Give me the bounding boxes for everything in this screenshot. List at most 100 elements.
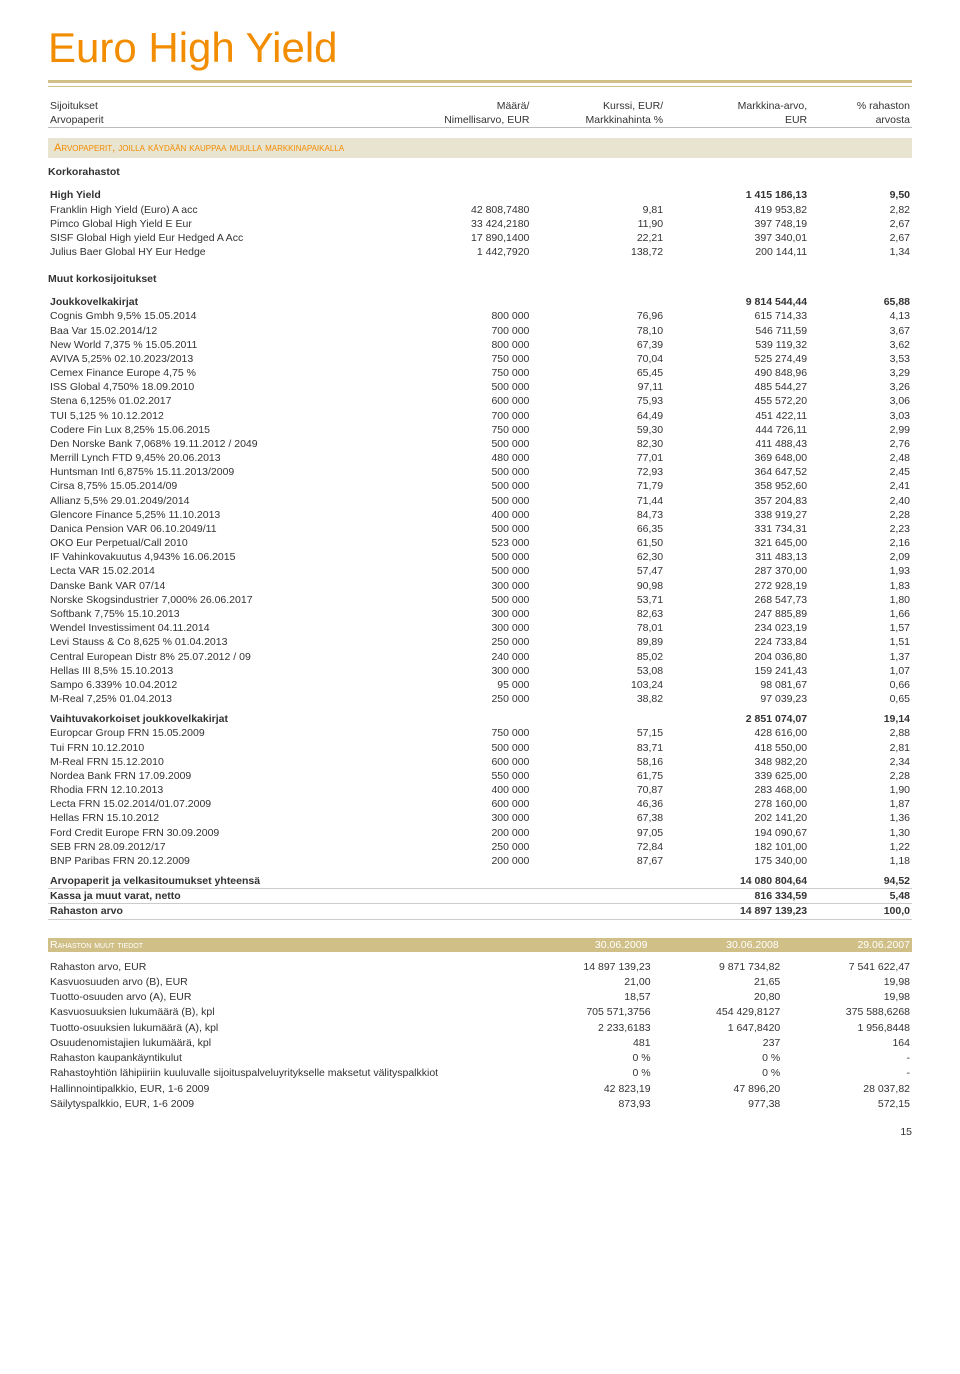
header-col4b: EUR	[665, 113, 809, 128]
row-name: Europcar Group FRN 15.05.2009	[48, 726, 398, 740]
info-row: Rahaston arvo, EUR14 897 139,239 871 734…	[48, 960, 912, 975]
row-name: Danica Pension VAR 06.10.2049/11	[48, 522, 398, 536]
data-table: Joukkovelkakirjat9 814 544,4465,88Cognis…	[48, 295, 912, 706]
row-amount: 42 808,7480	[398, 203, 532, 217]
row-pct: 2,09	[809, 550, 912, 564]
row-amount: 1 442,7920	[398, 245, 532, 259]
row-pct: 1,83	[809, 579, 912, 593]
table-row: Julius Baer Global HY Eur Hedge1 442,792…	[48, 245, 912, 259]
row-amount: 95 000	[398, 678, 532, 692]
info-v2: 20,80	[653, 990, 783, 1005]
row-name: Lecta FRN 15.02.2014/01.07.2009	[48, 797, 398, 811]
info-v3: 164	[782, 1036, 912, 1051]
row-amount: 750 000	[398, 352, 532, 366]
row-amount: 700 000	[398, 324, 532, 338]
group-pct: 65,88	[809, 295, 912, 309]
row-pct: 2,67	[809, 217, 912, 231]
row-price: 57,15	[531, 726, 665, 740]
row-amount: 300 000	[398, 664, 532, 678]
row-price: 76,96	[531, 309, 665, 323]
row-price: 72,84	[531, 840, 665, 854]
row-pct: 1,51	[809, 635, 912, 649]
row-amount: 300 000	[398, 607, 532, 621]
row-price: 78,10	[531, 324, 665, 338]
column-header: Sijoitukset Määrä/ Kurssi, EUR/ Markkina…	[48, 99, 912, 128]
row-name: Lecta VAR 15.02.2014	[48, 564, 398, 578]
info-v1: 14 897 139,23	[523, 960, 653, 975]
info-row: Osuudenomistajien lukumäärä, kpl48123716…	[48, 1036, 912, 1051]
row-name: Hellas FRN 15.10.2012	[48, 811, 398, 825]
header-col1a: Sijoitukset	[48, 99, 398, 113]
row-mv: 418 550,00	[665, 741, 809, 755]
row-amount: 500 000	[398, 522, 532, 536]
table-row: SISF Global High yield Eur Hedged A Acc1…	[48, 231, 912, 245]
table-row: IF Vahinkovakuutus 4,943% 16.06.2015500 …	[48, 550, 912, 564]
header-col5a: % rahaston	[809, 99, 912, 113]
row-mv: 411 488,43	[665, 437, 809, 451]
table-row: Hellas III 8,5% 15.10.2013300 00053,0815…	[48, 664, 912, 678]
row-pct: 0,66	[809, 678, 912, 692]
row-mv: 159 241,43	[665, 664, 809, 678]
table-row: Ford Credit Europe FRN 30.09.2009200 000…	[48, 826, 912, 840]
row-mv: 338 919,27	[665, 508, 809, 522]
row-amount: 33 424,2180	[398, 217, 532, 231]
row-name: TUI 5,125 % 10.12.2012	[48, 409, 398, 423]
row-name: Norske Skogsindustrier 7,000% 26.06.2017	[48, 593, 398, 607]
row-pct: 3,03	[809, 409, 912, 423]
info-header-d3: 29.06.2007	[781, 938, 912, 952]
total-pct: 5,48	[809, 889, 912, 904]
info-v3: 572,15	[782, 1097, 912, 1112]
info-row: Hallinnointipalkkio, EUR, 1-6 200942 823…	[48, 1082, 912, 1097]
row-pct: 1,36	[809, 811, 912, 825]
row-price: 61,50	[531, 536, 665, 550]
row-amount: 800 000	[398, 338, 532, 352]
row-mv: 278 160,00	[665, 797, 809, 811]
row-name: Nordea Bank FRN 17.09.2009	[48, 769, 398, 783]
info-row: Rahastoyhtiön lähipiiriin kuuluvalle sij…	[48, 1066, 912, 1081]
row-pct: 3,53	[809, 352, 912, 366]
row-amount: 523 000	[398, 536, 532, 550]
row-pct: 3,29	[809, 366, 912, 380]
row-mv: 339 625,00	[665, 769, 809, 783]
row-price: 77,01	[531, 451, 665, 465]
row-mv: 194 090,67	[665, 826, 809, 840]
row-mv: 615 714,33	[665, 309, 809, 323]
row-amount: 700 000	[398, 409, 532, 423]
row-name: Cirsa 8,75% 15.05.2014/09	[48, 479, 398, 493]
info-label: Säilytyspalkkio, EUR, 1-6 2009	[48, 1097, 523, 1112]
total-mv: 14 080 804,64	[665, 874, 809, 889]
table-row: Den Norske Bank 7,068% 19.11.2012 / 2049…	[48, 437, 912, 451]
row-price: 70,04	[531, 352, 665, 366]
row-price: 85,02	[531, 650, 665, 664]
row-price: 82,63	[531, 607, 665, 621]
row-price: 97,11	[531, 380, 665, 394]
row-pct: 0,65	[809, 692, 912, 706]
row-amount: 400 000	[398, 783, 532, 797]
info-v3: 1 956,8448	[782, 1021, 912, 1036]
info-v2: 21,65	[653, 975, 783, 990]
info-v3: 19,98	[782, 990, 912, 1005]
row-mv: 455 572,20	[665, 394, 809, 408]
row-price: 11,90	[531, 217, 665, 231]
row-mv: 490 848,96	[665, 366, 809, 380]
table-row: Baa Var 15.02.2014/12700 00078,10546 711…	[48, 324, 912, 338]
info-v2: 0 %	[653, 1066, 783, 1081]
row-name: Tui FRN 10.12.2010	[48, 741, 398, 755]
row-pct: 1,30	[809, 826, 912, 840]
row-mv: 485 544,27	[665, 380, 809, 394]
info-v2: 9 871 734,82	[653, 960, 783, 975]
row-pct: 1,90	[809, 783, 912, 797]
row-name: Franklin High Yield (Euro) A acc	[48, 203, 398, 217]
row-pct: 2,82	[809, 203, 912, 217]
table-row: AVIVA 5,25% 02.10.2023/2013750 00070,045…	[48, 352, 912, 366]
table-row: OKO Eur Perpetual/Call 2010523 00061,503…	[48, 536, 912, 550]
row-name: Cognis Gmbh 9,5% 15.05.2014	[48, 309, 398, 323]
table-row: Lecta VAR 15.02.2014500 00057,47287 370,…	[48, 564, 912, 578]
row-amount: 400 000	[398, 508, 532, 522]
row-name: Pimco Global High Yield E Eur	[48, 217, 398, 231]
total-row: Arvopaperit ja velkasitoumukset yhteensä…	[48, 874, 912, 889]
row-price: 22,21	[531, 231, 665, 245]
row-amount: 500 000	[398, 564, 532, 578]
row-mv: 97 039,23	[665, 692, 809, 706]
table-row: M-Real FRN 15.12.2010600 00058,16348 982…	[48, 755, 912, 769]
